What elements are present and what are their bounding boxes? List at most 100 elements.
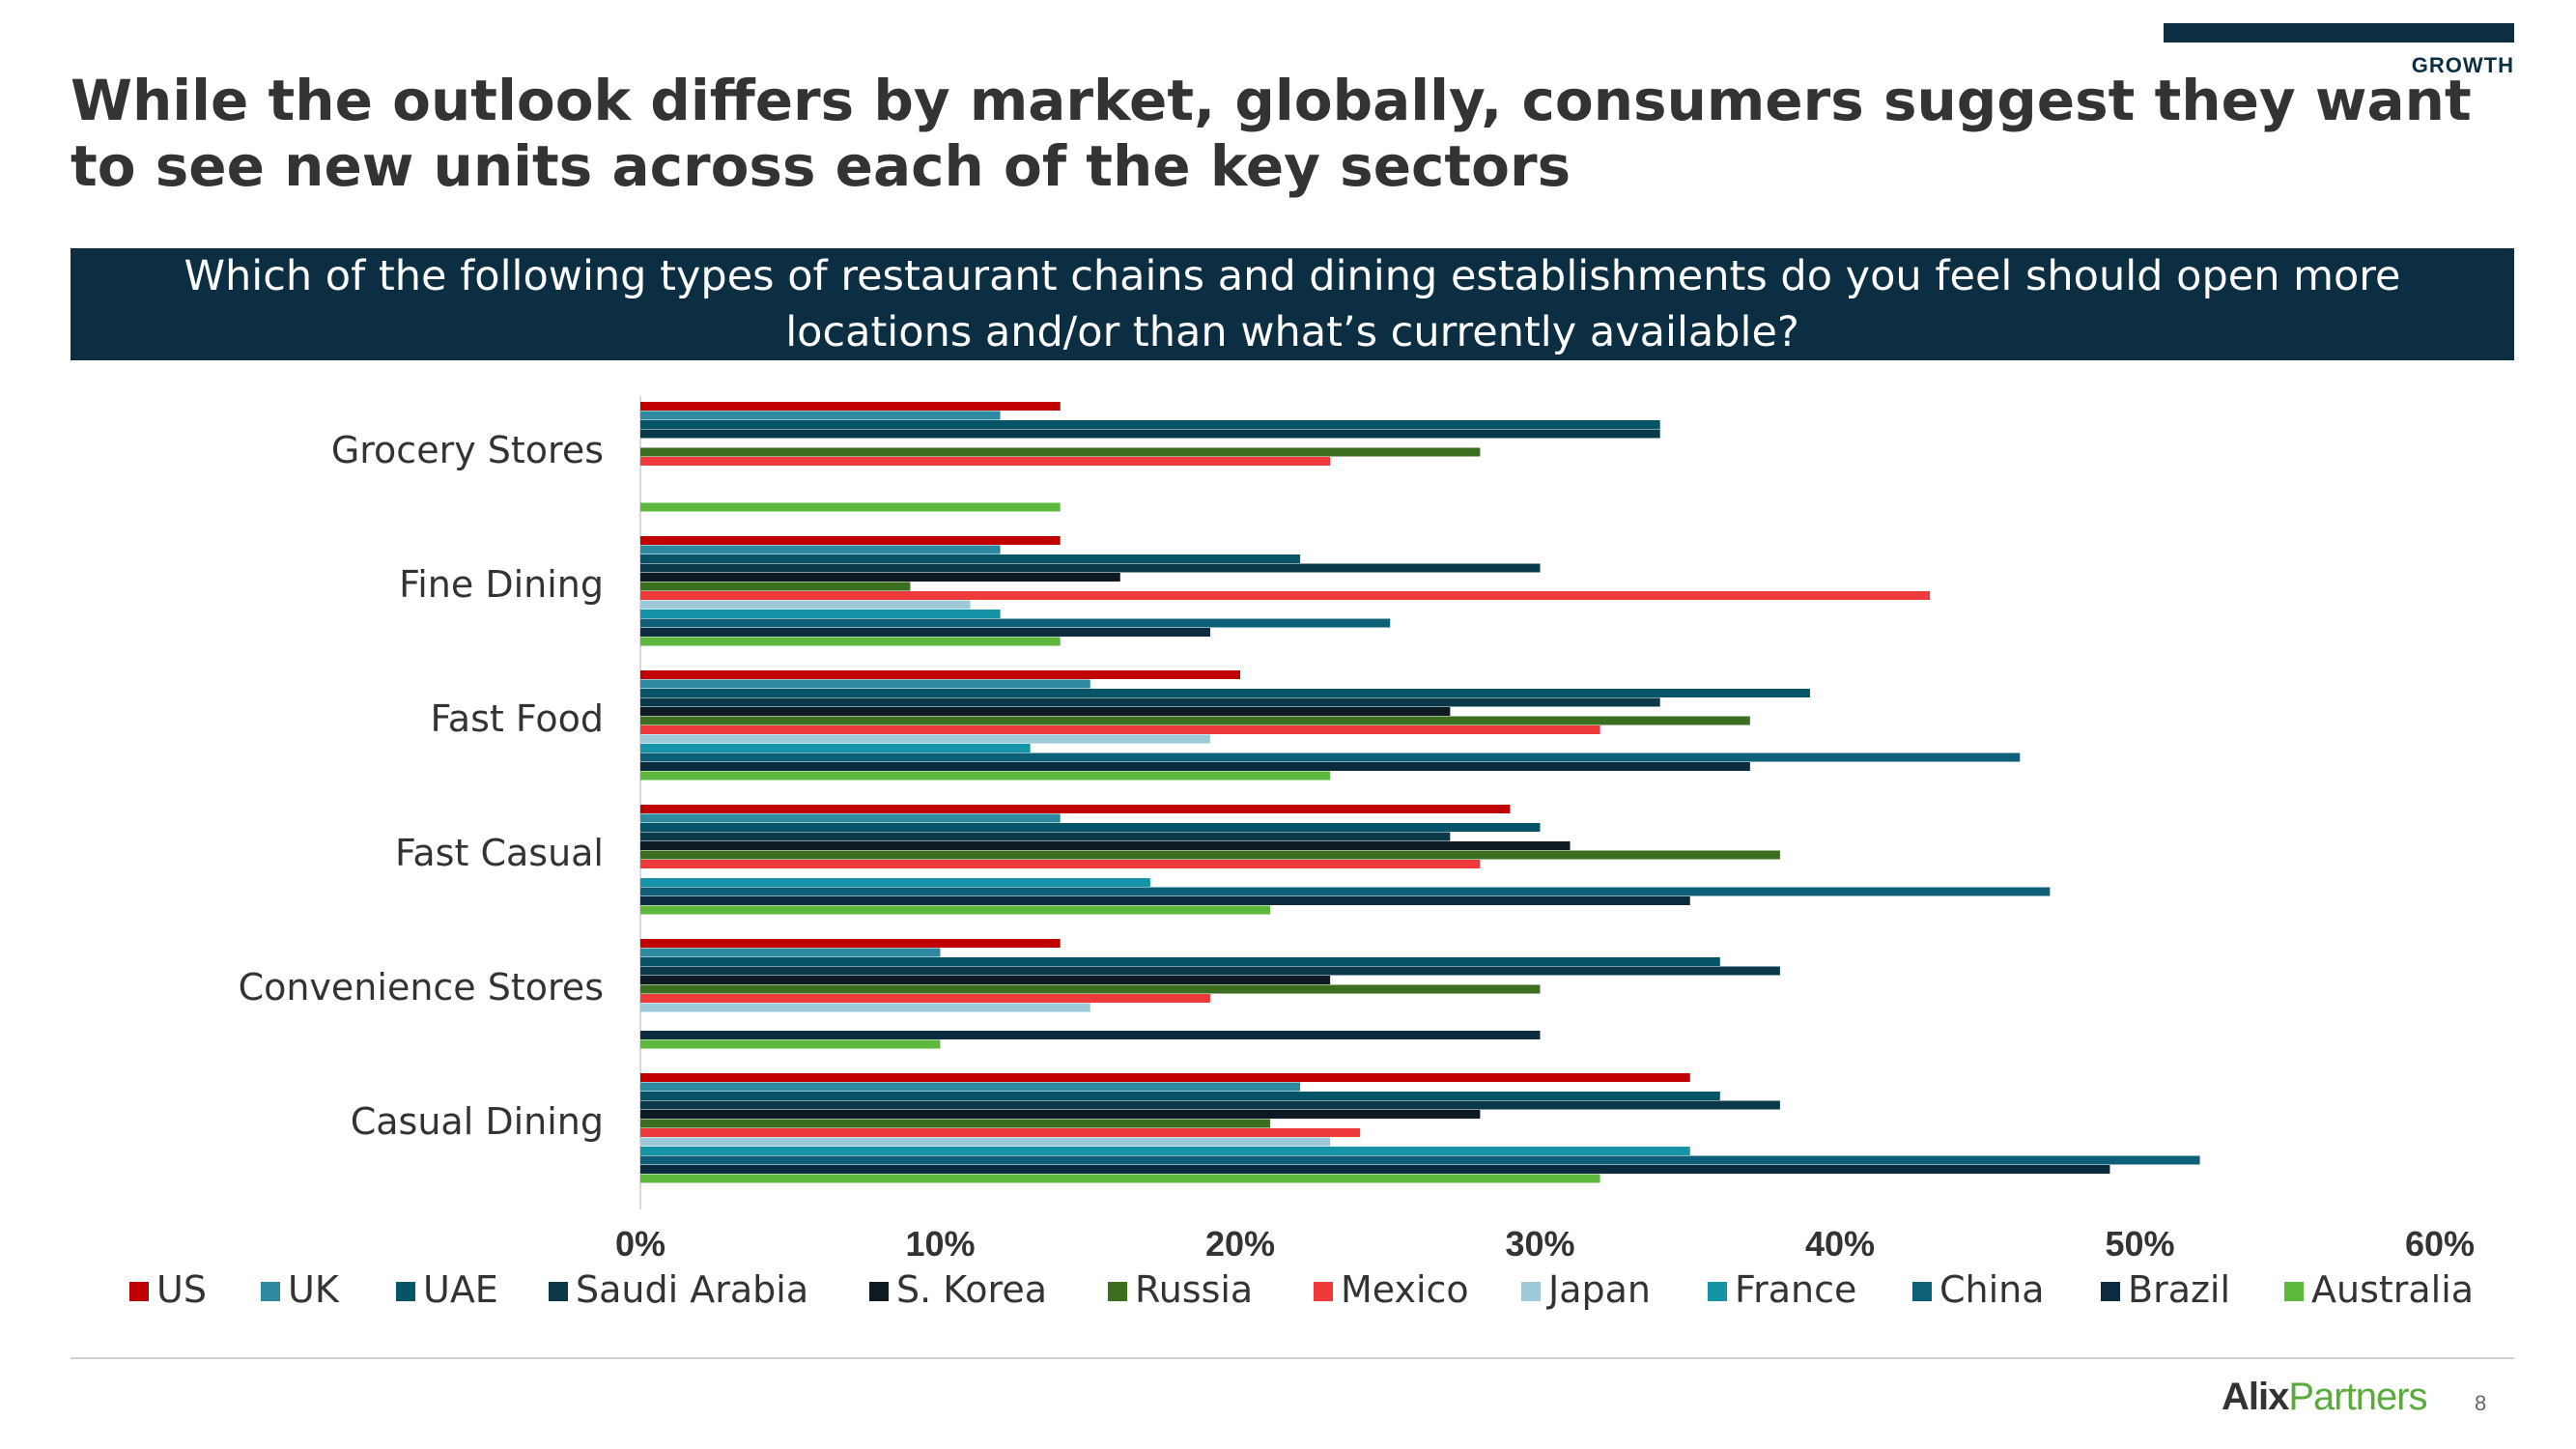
bar-saudi-arabia	[640, 832, 1451, 841]
top-accent-bar	[2164, 23, 2514, 43]
logo-text-partners: Partners	[2288, 1376, 2427, 1418]
category-label: Grocery Stores	[331, 429, 604, 471]
bar-russia	[640, 582, 911, 591]
bar-uae	[640, 1092, 1720, 1100]
bar-uk	[640, 411, 1001, 420]
legend-swatch	[1108, 1282, 1127, 1301]
legend-swatch	[396, 1282, 415, 1301]
bar-russia	[640, 850, 1780, 860]
section-label: GROWTH	[2411, 53, 2514, 77]
bar-japan	[640, 1137, 1331, 1147]
legend-label: Japan	[1546, 1268, 1651, 1311]
legend-label: Australia	[2311, 1268, 2474, 1311]
legend-swatch	[1708, 1282, 1727, 1301]
category-label: Casual Dining	[351, 1100, 604, 1143]
legend-swatch	[549, 1282, 568, 1301]
bar-uk	[640, 545, 1001, 554]
bar-uae	[640, 689, 1810, 697]
bar-brazil	[640, 1031, 1541, 1039]
legend-label: Saudi Arabia	[576, 1268, 808, 1311]
bar-uae	[640, 554, 1301, 563]
x-tick-label: 60%	[2405, 1224, 2475, 1264]
bar-s-korea	[640, 976, 1331, 984]
bar-uae	[640, 420, 1660, 429]
legend-label: France	[1735, 1268, 1856, 1311]
category-label: Fast Food	[430, 697, 604, 740]
bar-australia	[640, 1174, 1600, 1183]
bar-australia	[640, 502, 1061, 512]
bar-france	[640, 1147, 1690, 1155]
bar-uk	[640, 679, 1090, 689]
bar-russia	[640, 984, 1541, 994]
bar-mexico	[640, 1128, 1361, 1137]
bar-russia	[640, 447, 1481, 457]
bar-australia	[640, 1039, 941, 1049]
bar-china	[640, 1155, 2200, 1165]
legend-swatch	[1314, 1282, 1333, 1301]
bar-us	[640, 402, 1061, 411]
bar-china	[640, 753, 2021, 762]
bar-japan	[640, 600, 971, 610]
x-tick-label: 30%	[1505, 1224, 1574, 1264]
legend-swatch	[1521, 1282, 1541, 1301]
bar-chart: Grocery Stores Fine Dining Fast Food Fast C…	[129, 396, 2475, 1311]
bar-mexico	[640, 994, 1210, 1003]
bar-china	[640, 887, 2051, 896]
legend-swatch	[129, 1282, 149, 1301]
bar-russia	[640, 1119, 1271, 1128]
bar-saudi-arabia	[640, 966, 1780, 976]
legend-label: China	[1939, 1268, 2045, 1311]
survey-question-text: Which of the following types of restaura…	[184, 252, 2401, 356]
bar-uae	[640, 957, 1720, 966]
bar-s-korea	[640, 841, 1571, 850]
bar-russia	[640, 716, 1750, 725]
page-number: 8	[2475, 1391, 2487, 1415]
bar-brazil	[640, 1165, 2110, 1174]
legend-label: Russia	[1135, 1268, 1253, 1311]
bar-s-korea	[640, 707, 1451, 716]
x-tick-label: 20%	[1205, 1224, 1275, 1264]
bar-saudi-arabia	[640, 1100, 1780, 1110]
bar-uk	[640, 948, 941, 957]
bar-australia	[640, 637, 1061, 646]
legend-label: Brazil	[2128, 1268, 2230, 1311]
category-label: Convenience Stores	[239, 966, 604, 1009]
bar-us	[640, 805, 1511, 813]
bar-uae	[640, 823, 1541, 832]
legend-label: US	[156, 1268, 207, 1311]
bar-mexico	[640, 725, 1600, 734]
bar-brazil	[640, 896, 1690, 905]
bar-france	[640, 744, 1031, 753]
bar-france	[640, 878, 1150, 887]
legend-swatch	[869, 1282, 889, 1301]
category-label: Fast Casual	[395, 832, 604, 874]
legend-swatch	[261, 1282, 280, 1301]
x-tick-label: 0%	[615, 1224, 665, 1264]
survey-question-banner: Which of the following types of restaura…	[71, 248, 2514, 360]
alixpartners-logo: AlixPartners	[2222, 1376, 2428, 1419]
bar-us	[640, 1073, 1690, 1082]
bar-us	[640, 939, 1061, 948]
bar-japan	[640, 1003, 1090, 1012]
bar-australia	[640, 771, 1331, 781]
x-tick-label: 50%	[2105, 1224, 2174, 1264]
bar-uk	[640, 1082, 1301, 1092]
logo-text-alix: Alix	[2222, 1376, 2289, 1418]
legend-label: S. Korea	[896, 1268, 1047, 1311]
bar-france	[640, 610, 1001, 618]
legend-swatch	[2101, 1282, 2120, 1301]
bar-us	[640, 536, 1061, 545]
category-label: Fine Dining	[399, 563, 604, 606]
bar-saudi-arabia	[640, 563, 1541, 573]
footer-divider	[71, 1357, 2514, 1359]
bar-australia	[640, 905, 1271, 915]
bar-mexico	[640, 591, 1931, 600]
x-tick-label: 10%	[905, 1224, 975, 1264]
legend-swatch	[1912, 1282, 1932, 1301]
bar-japan	[640, 734, 1210, 744]
bar-mexico	[640, 860, 1481, 868]
bar-s-korea	[640, 573, 1120, 582]
bar-s-korea	[640, 1110, 1481, 1119]
bar-mexico	[640, 457, 1331, 466]
bar-brazil	[640, 762, 1750, 771]
